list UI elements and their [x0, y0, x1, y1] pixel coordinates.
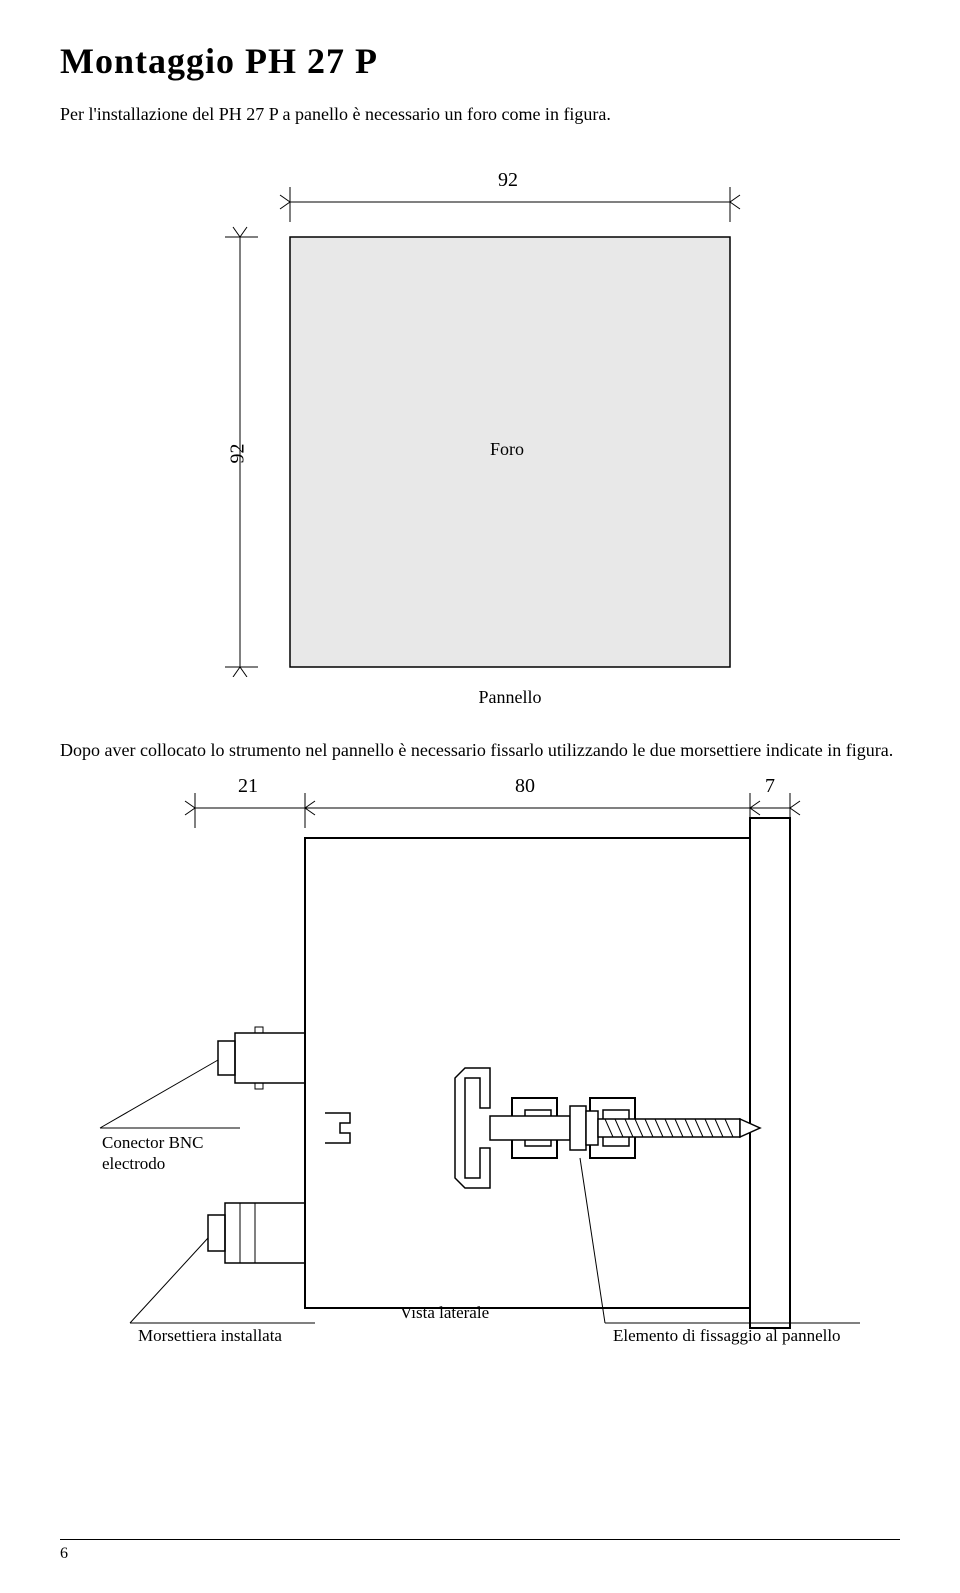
figure-2: 21 80 7 Conector BNC electrodo Morsettie… [60, 778, 900, 1348]
bnc-label: Conector BNC electrodo [102, 1133, 252, 1174]
figure-2-svg [60, 778, 900, 1348]
morsettiera-label: Morsettiera installata [138, 1326, 282, 1346]
dim-top-label: 92 [498, 169, 518, 192]
pannello-caption: Pannello [120, 687, 900, 708]
bnc-label-text: Conector BNC electrodo [102, 1133, 204, 1172]
page: Montaggio PH 27 P Per l'installazione de… [0, 0, 960, 1593]
vista-label: Vista laterale [400, 1303, 489, 1323]
dim-a-label: 21 [238, 775, 258, 798]
dim-c-label: 7 [765, 775, 775, 798]
intro-text: Per l'installazione del PH 27 P a panell… [60, 102, 900, 127]
body-text-2: Dopo aver collocato lo strumento nel pan… [60, 738, 900, 763]
elemento-label: Elemento di fissaggio al pannello [613, 1326, 841, 1346]
dim-left-label: 92 [227, 444, 250, 464]
page-title: Montaggio PH 27 P [60, 40, 900, 82]
figure-1: 92 92 Foro [170, 167, 790, 677]
figure-1-svg [170, 167, 790, 677]
page-number: 6 [60, 1545, 900, 1563]
foro-label: Foro [490, 439, 524, 460]
footer: 6 [60, 1539, 900, 1563]
dim-b-label: 80 [515, 775, 535, 798]
